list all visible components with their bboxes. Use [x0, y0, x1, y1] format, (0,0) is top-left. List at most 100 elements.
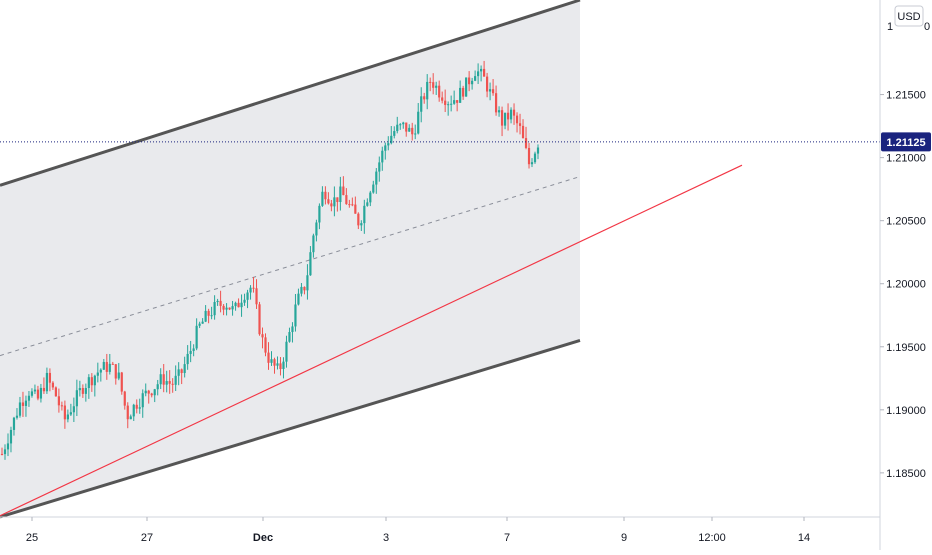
candle-body	[279, 363, 282, 370]
candle-body	[120, 372, 123, 392]
candle-body	[150, 393, 153, 396]
candle-body	[210, 315, 213, 317]
candle-body	[189, 350, 192, 354]
y-tick-label: 1.18500	[886, 468, 926, 480]
candle-body	[201, 321, 204, 324]
candle-body	[195, 325, 198, 349]
channel-mid-line[interactable]	[0, 176, 581, 357]
candle-body	[372, 184, 375, 193]
x-tick-label: 25	[26, 532, 38, 544]
candle-body	[255, 288, 258, 305]
candle-body	[177, 369, 180, 376]
candle-body	[333, 197, 336, 207]
candle-body	[360, 223, 363, 226]
candle-body	[39, 387, 43, 399]
candle-body	[156, 384, 159, 390]
candle-body	[420, 96, 423, 112]
candle-body	[63, 405, 66, 420]
channel-lower-line[interactable]	[0, 339, 581, 519]
candle-body	[240, 302, 243, 308]
candle-body	[444, 100, 447, 105]
x-tick-label: Dec	[253, 532, 273, 544]
candle-body	[294, 304, 297, 327]
candle-body	[75, 390, 78, 407]
candle-body	[429, 81, 432, 83]
candle-body	[237, 302, 240, 308]
candle-body	[456, 100, 459, 103]
candle-body	[426, 81, 429, 100]
candle-body	[342, 186, 345, 196]
current-price-badge: 1.21125	[886, 137, 925, 149]
candle-body	[474, 76, 477, 81]
candle-body	[509, 109, 513, 120]
candle-body	[411, 127, 414, 135]
candle-body	[12, 417, 16, 430]
candle-body	[369, 192, 372, 203]
candle-body	[261, 334, 264, 338]
candle-body	[306, 275, 309, 291]
support-line[interactable]	[0, 164, 743, 517]
candle-body	[96, 372, 99, 376]
candle-body	[36, 389, 40, 399]
candle-body	[99, 369, 102, 373]
candle-body	[66, 414, 69, 420]
candle-body	[48, 372, 52, 383]
candle-body	[423, 96, 426, 100]
candle-body	[506, 112, 510, 120]
candle-body	[21, 402, 25, 406]
candle-body	[264, 337, 267, 353]
candle-body	[363, 205, 366, 224]
candle-body	[396, 124, 399, 132]
candle-body	[291, 326, 294, 333]
candle-body	[503, 112, 507, 126]
candle-body	[225, 307, 228, 310]
candle-body	[336, 197, 339, 203]
channel-upper-line[interactable]	[0, 0, 581, 187]
candle-body	[288, 332, 291, 342]
y-tick-label: 1.20000	[886, 279, 926, 291]
candle-body	[42, 387, 46, 392]
candle-body	[78, 388, 81, 391]
candle-body	[390, 135, 393, 144]
x-axis-ticks: 25 27 Dec 3 7 9 12:00 14	[26, 517, 810, 544]
support-trendline[interactable]	[0, 164, 743, 517]
candle-body	[339, 186, 342, 203]
candle-body	[216, 300, 219, 303]
candle-body	[447, 104, 450, 106]
candle-body	[345, 195, 348, 205]
y-tick-label: 1.20500	[886, 216, 926, 228]
candle-body	[132, 404, 135, 417]
candle-body	[174, 375, 177, 385]
currency-badge-box[interactable]	[894, 5, 924, 27]
y-tick-label: 1.21000	[886, 153, 926, 165]
currency-badge[interactable]: USD	[897, 11, 920, 23]
candle-body	[3, 449, 7, 455]
candle-body	[144, 390, 147, 394]
candle-body	[536, 147, 540, 154]
candle-body	[204, 310, 207, 322]
candle-body	[249, 287, 252, 293]
y-tick-label: 1.19500	[886, 342, 926, 354]
candle-body	[527, 147, 531, 165]
candle-body	[432, 82, 435, 88]
candle-body	[321, 191, 324, 206]
candle-body	[378, 162, 381, 172]
candle-body	[72, 406, 75, 413]
candle-body	[324, 191, 327, 200]
candle-body	[408, 127, 411, 132]
candle-body	[276, 363, 279, 366]
candle-body	[414, 133, 417, 135]
candle-body	[533, 153, 537, 163]
x-tick-label: 7	[504, 532, 510, 544]
candle-body	[387, 143, 390, 146]
parallel-channel[interactable]	[0, 0, 581, 519]
candle-body	[491, 89, 495, 94]
candle-body	[393, 131, 396, 136]
candle-body	[162, 374, 165, 385]
candle-body	[348, 204, 351, 206]
candle-body	[318, 205, 321, 223]
candle-body	[57, 396, 60, 406]
y-tick-label-partial: 1	[887, 21, 893, 33]
